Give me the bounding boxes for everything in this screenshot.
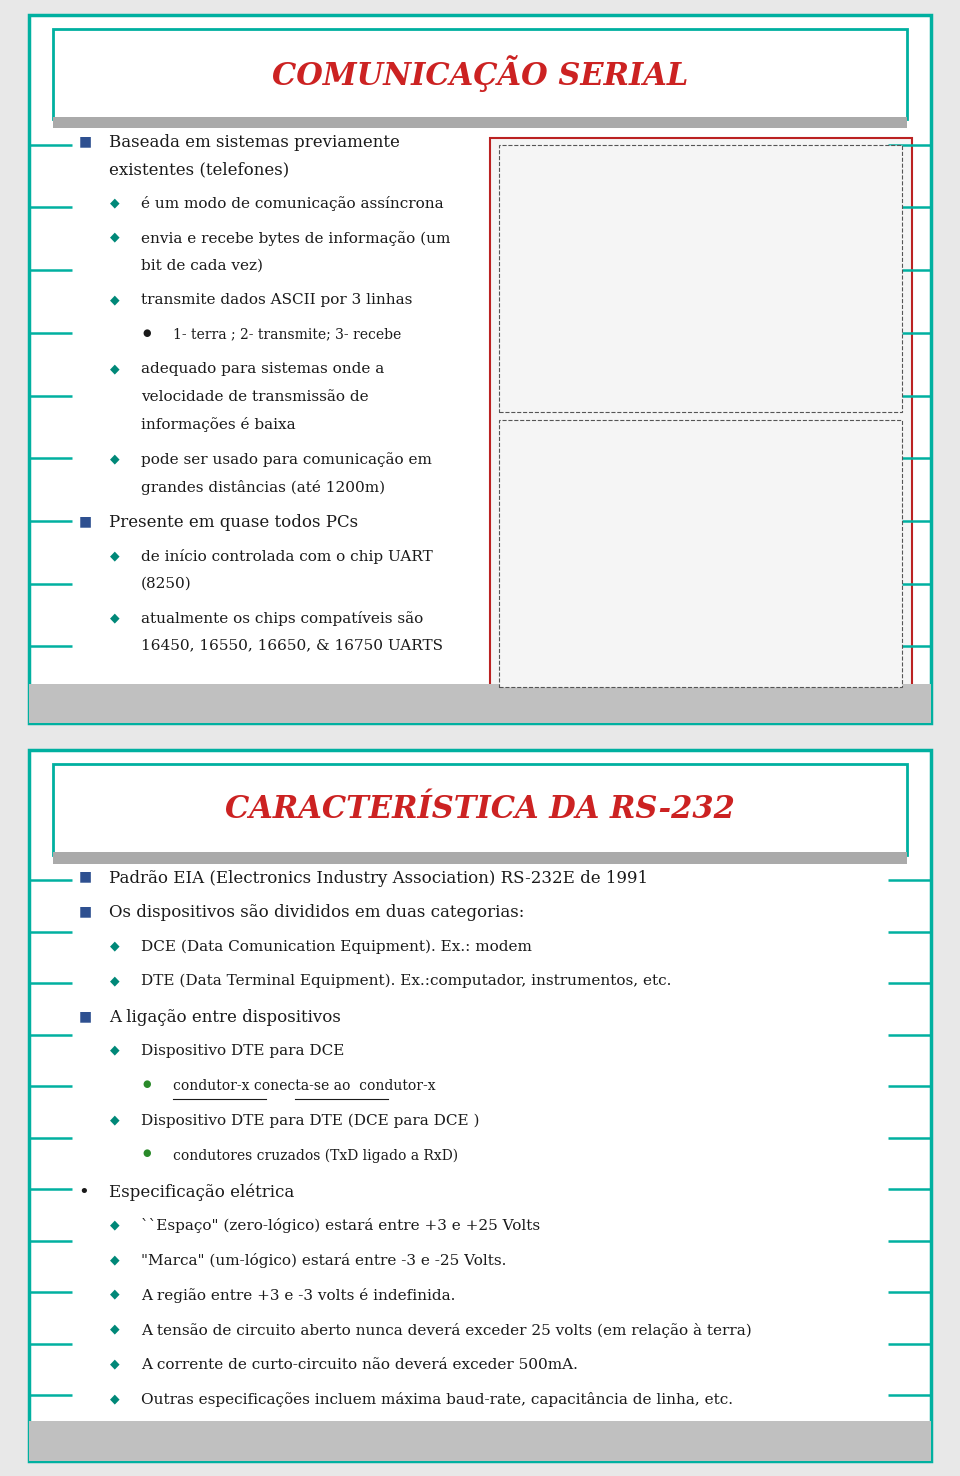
Text: ◆: ◆	[110, 1044, 120, 1057]
Text: velocidade de transmissão de: velocidade de transmissão de	[141, 390, 369, 404]
Text: CARACTERÍSTICA DA RS-232: CARACTERÍSTICA DA RS-232	[225, 794, 735, 825]
Text: Presente em quase todos PCs: Presente em quase todos PCs	[109, 514, 359, 531]
Text: A ligação entre dispositivos: A ligação entre dispositivos	[109, 1010, 342, 1026]
FancyBboxPatch shape	[499, 145, 902, 412]
Bar	[53, 852, 907, 863]
FancyBboxPatch shape	[490, 137, 912, 695]
Text: Especificação elétrica: Especificação elétrica	[109, 1184, 295, 1201]
Text: ◆: ◆	[110, 1253, 120, 1266]
Text: ◆: ◆	[110, 363, 120, 375]
FancyBboxPatch shape	[29, 750, 931, 1461]
Text: Baseada em sistemas previamente: Baseada em sistemas previamente	[109, 134, 400, 151]
Text: é um modo de comunicação assíncrona: é um modo de comunicação assíncrona	[141, 196, 444, 211]
Text: ■: ■	[79, 514, 92, 528]
Bar	[29, 683, 931, 723]
Text: adequado para sistemas onde a: adequado para sistemas onde a	[141, 363, 384, 376]
Text: ◆: ◆	[110, 294, 120, 306]
Text: ■: ■	[79, 134, 92, 148]
Text: A região entre +3 e -3 volts é indefinida.: A região entre +3 e -3 volts é indefinid…	[141, 1287, 455, 1303]
Text: ◆: ◆	[110, 611, 120, 624]
Text: COMUNICAÇÃO SERIAL: COMUNICAÇÃO SERIAL	[272, 56, 688, 93]
Text: ◆: ◆	[110, 196, 120, 210]
Text: (8250): (8250)	[141, 577, 192, 590]
Text: pode ser usado para comunicação em: pode ser usado para comunicação em	[141, 452, 432, 466]
Text: ◆: ◆	[110, 939, 120, 952]
Text: ◆: ◆	[110, 1358, 120, 1371]
Text: bit de cada vez): bit de cada vez)	[141, 258, 263, 273]
Text: ◆: ◆	[110, 230, 120, 244]
FancyBboxPatch shape	[29, 15, 931, 723]
Text: ●: ●	[142, 1079, 151, 1089]
Text: ◆: ◆	[110, 1392, 120, 1405]
Text: ◆: ◆	[110, 1287, 120, 1300]
Text: grandes distâncias (até 1200m): grandes distâncias (até 1200m)	[141, 480, 385, 494]
Text: ●: ●	[142, 328, 151, 338]
Text: ◆: ◆	[110, 1322, 120, 1336]
Text: de início controlada com o chip UART: de início controlada com o chip UART	[141, 549, 433, 564]
Text: A tensão de circuito aberto nunca deverá exceder 25 volts (em relação à terra): A tensão de circuito aberto nunca deverá…	[141, 1322, 752, 1337]
FancyBboxPatch shape	[53, 765, 907, 855]
Text: ●: ●	[142, 1148, 151, 1159]
Text: condutores cruzados (TxD ligado a RxD): condutores cruzados (TxD ligado a RxD)	[173, 1148, 458, 1163]
Text: "Marca" (um-lógico) estará entre -3 e -25 Volts.: "Marca" (um-lógico) estará entre -3 e -2…	[141, 1253, 507, 1268]
Bar	[53, 117, 907, 128]
Text: A corrente de curto-circuito não deverá exceder 500mA.: A corrente de curto-circuito não deverá …	[141, 1358, 578, 1371]
Text: DCE (Data Comunication Equipment). Ex.: modem: DCE (Data Comunication Equipment). Ex.: …	[141, 939, 532, 953]
Text: •: •	[79, 1184, 89, 1201]
Text: informações é baixa: informações é baixa	[141, 418, 296, 432]
Text: DTE (Data Terminal Equipment). Ex.:computador, instrumentos, etc.: DTE (Data Terminal Equipment). Ex.:compu…	[141, 974, 671, 989]
Text: Padrão EIA (Electronics Industry Association) RS-232E de 1991: Padrão EIA (Electronics Industry Associa…	[109, 869, 649, 887]
Text: ◆: ◆	[110, 1218, 120, 1231]
Text: Outras especificações incluem máxima baud-rate, capacitância de linha, etc.: Outras especificações incluem máxima bau…	[141, 1392, 733, 1408]
Text: ■: ■	[79, 905, 92, 918]
Text: ◆: ◆	[110, 974, 120, 987]
Text: Dispositivo DTE para DTE (DCE para DCE ): Dispositivo DTE para DTE (DCE para DCE )	[141, 1113, 480, 1128]
FancyBboxPatch shape	[499, 419, 902, 688]
Bar	[29, 1421, 931, 1461]
Text: envia e recebe bytes de informação (um: envia e recebe bytes de informação (um	[141, 230, 450, 245]
Text: atualmente os chips compatíveis são: atualmente os chips compatíveis são	[141, 611, 423, 626]
Text: ◆: ◆	[110, 1113, 120, 1126]
Text: 1- terra ; 2- transmite; 3- recebe: 1- terra ; 2- transmite; 3- recebe	[173, 328, 401, 342]
Text: existentes (telefones): existentes (telefones)	[109, 161, 290, 179]
Text: ■: ■	[79, 869, 92, 884]
Text: Dispositivo DTE para DCE: Dispositivo DTE para DCE	[141, 1044, 345, 1058]
Text: ■: ■	[79, 1010, 92, 1023]
Text: ◆: ◆	[110, 452, 120, 465]
FancyBboxPatch shape	[53, 30, 907, 120]
Text: 16450, 16550, 16650, & 16750 UARTS: 16450, 16550, 16650, & 16750 UARTS	[141, 639, 444, 652]
Text: Os dispositivos são divididos em duas categorias:: Os dispositivos são divididos em duas ca…	[109, 905, 525, 921]
Text: ◆: ◆	[110, 549, 120, 562]
Text: ``Espaço" (zero-lógico) estará entre +3 e +25 Volts: ``Espaço" (zero-lógico) estará entre +3 …	[141, 1218, 540, 1232]
Text: transmite dados ASCII por 3 linhas: transmite dados ASCII por 3 linhas	[141, 294, 413, 307]
Text: condutor-x conecta-se ao  condutor-x: condutor-x conecta-se ao condutor-x	[173, 1079, 436, 1092]
